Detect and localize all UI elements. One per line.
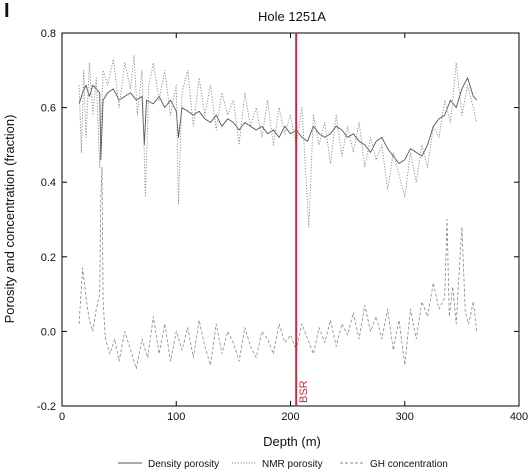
y-tick-label: 0.0 <box>41 326 56 338</box>
y-axis: -0.2 0.0 0.2 0.4 0.6 0.8 <box>37 28 519 413</box>
y-tick-label: -0.2 <box>37 401 56 413</box>
bsr-label: BSR <box>298 380 310 403</box>
y-tick-label: 0.6 <box>41 103 56 115</box>
legend-label: NMR porosity <box>262 459 323 470</box>
chart-title: Hole 1251A <box>258 9 326 24</box>
y-tick-label: 0.8 <box>41 28 56 40</box>
x-tick-label: 200 <box>281 411 299 423</box>
x-axis: 0 100 200 300 400 <box>59 33 528 423</box>
panel-label: I <box>4 0 10 22</box>
x-axis-label: Depth (m) <box>263 434 321 449</box>
x-tick-label: 300 <box>396 411 414 423</box>
x-tick-label: 100 <box>167 411 185 423</box>
y-tick-label: 0.2 <box>41 252 56 264</box>
annotations: BSR <box>295 33 310 406</box>
x-tick-label: 400 <box>510 411 528 423</box>
series-density-porosity-line <box>78 77 478 164</box>
series-nmr-porosity-line <box>78 54 478 228</box>
legend-label: GH concentration <box>370 459 448 470</box>
y-tick-label: 0.4 <box>41 177 56 189</box>
series-group <box>78 54 478 370</box>
series-gh-concentration-line <box>78 166 478 370</box>
legend-label: Density porosity <box>148 459 219 470</box>
legend: Density porosity NMR porosity GH concentra… <box>118 459 448 470</box>
x-tick-label: 0 <box>59 411 65 423</box>
plot-area: 0 100 200 300 400 -0.2 0.0 0.2 0.4 0.6 0.8 BSR <box>37 28 528 423</box>
y-axis-label: Porosity and concentration (fraction) <box>2 115 17 324</box>
